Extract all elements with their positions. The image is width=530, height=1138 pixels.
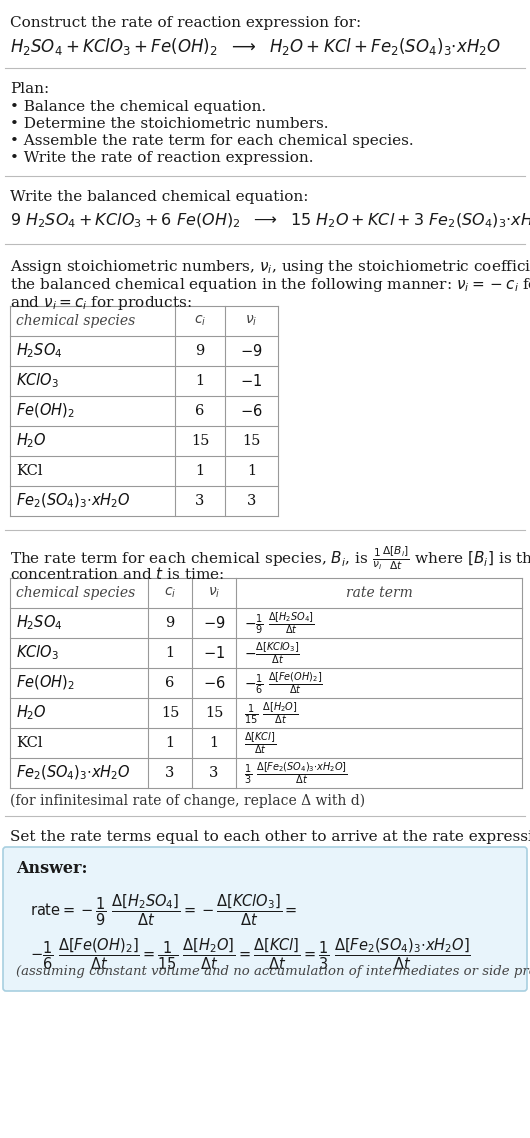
Text: concentration and $t$ is time:: concentration and $t$ is time: — [10, 566, 224, 582]
Text: $\nu_i$: $\nu_i$ — [245, 314, 258, 328]
Text: $H_2SO_4$: $H_2SO_4$ — [16, 341, 63, 361]
Text: $H_2SO_4$: $H_2SO_4$ — [16, 613, 63, 633]
Text: Plan:: Plan: — [10, 82, 49, 96]
Text: (assuming constant volume and no accumulation of intermediates or side products): (assuming constant volume and no accumul… — [16, 965, 530, 978]
Text: $9\ H_2SO_4 + KClO_3 + 6\ Fe(OH)_2\ \ \longrightarrow\ \ 15\ H_2O + KCl + 3\ Fe_: $9\ H_2SO_4 + KClO_3 + 6\ Fe(OH)_2\ \ \l… — [10, 212, 530, 230]
Text: $H_2O$: $H_2O$ — [16, 703, 47, 723]
Text: $\frac{1}{15}\ \frac{\Delta[H_2O]}{\Delta t}$: $\frac{1}{15}\ \frac{\Delta[H_2O]}{\Delt… — [244, 700, 298, 726]
Text: 1: 1 — [209, 736, 218, 750]
Text: Construct the rate of reaction expression for:: Construct the rate of reaction expressio… — [10, 16, 361, 30]
Text: 9: 9 — [165, 616, 174, 630]
Text: 9: 9 — [196, 344, 205, 358]
Text: $-\frac{1}{6}\ \frac{\Delta[Fe(OH)_2]}{\Delta t}$: $-\frac{1}{6}\ \frac{\Delta[Fe(OH)_2]}{\… — [244, 670, 323, 695]
Text: $c_i$: $c_i$ — [164, 586, 176, 600]
Text: 3: 3 — [165, 766, 175, 780]
Text: 3: 3 — [196, 494, 205, 508]
Text: • Balance the chemical equation.: • Balance the chemical equation. — [10, 100, 266, 114]
Text: the balanced chemical equation in the following manner: $\nu_i = -c_i$ for react: the balanced chemical equation in the fo… — [10, 277, 530, 294]
Text: $-1$: $-1$ — [203, 645, 225, 661]
Text: 3: 3 — [247, 494, 256, 508]
Text: $-6$: $-6$ — [202, 675, 225, 691]
Text: (for infinitesimal rate of change, replace Δ with d): (for infinitesimal rate of change, repla… — [10, 794, 365, 808]
Text: $H_2O$: $H_2O$ — [16, 431, 47, 451]
Text: • Determine the stoichiometric numbers.: • Determine the stoichiometric numbers. — [10, 117, 329, 131]
Text: $-6$: $-6$ — [240, 403, 263, 419]
FancyBboxPatch shape — [3, 847, 527, 991]
Text: 15: 15 — [191, 434, 209, 448]
Text: $-1$: $-1$ — [241, 373, 262, 389]
Text: $KClO_3$: $KClO_3$ — [16, 372, 59, 390]
Text: $-9$: $-9$ — [203, 615, 225, 630]
Text: 15: 15 — [205, 706, 223, 720]
Text: $-\frac{\Delta[KClO_3]}{\Delta t}$: $-\frac{\Delta[KClO_3]}{\Delta t}$ — [244, 641, 300, 666]
Text: $c_i$: $c_i$ — [194, 314, 206, 328]
Text: KCl: KCl — [16, 464, 42, 478]
Text: 1: 1 — [196, 374, 205, 388]
Text: Set the rate terms equal to each other to arrive at the rate expression:: Set the rate terms equal to each other t… — [10, 830, 530, 844]
Text: rate term: rate term — [346, 586, 412, 600]
Text: 1: 1 — [165, 646, 174, 660]
Text: and $\nu_i = c_i$ for products:: and $\nu_i = c_i$ for products: — [10, 294, 192, 312]
Text: 15: 15 — [161, 706, 179, 720]
Text: Answer:: Answer: — [16, 860, 87, 877]
Text: The rate term for each chemical species, $B_i$, is $\frac{1}{\nu_i}\frac{\Delta[: The rate term for each chemical species,… — [10, 544, 530, 571]
Text: 1: 1 — [196, 464, 205, 478]
Text: • Write the rate of reaction expression.: • Write the rate of reaction expression. — [10, 151, 314, 165]
Text: $-\frac{1}{9}\ \frac{\Delta[H_2SO_4]}{\Delta t}$: $-\frac{1}{9}\ \frac{\Delta[H_2SO_4]}{\D… — [244, 610, 315, 636]
Text: Write the balanced chemical equation:: Write the balanced chemical equation: — [10, 190, 308, 204]
Text: • Assemble the rate term for each chemical species.: • Assemble the rate term for each chemic… — [10, 134, 413, 148]
Text: 6: 6 — [196, 404, 205, 418]
Text: $Fe_2(SO_4)_3{\cdot}xH_2O$: $Fe_2(SO_4)_3{\cdot}xH_2O$ — [16, 764, 131, 782]
Text: 1: 1 — [247, 464, 256, 478]
Text: $-9$: $-9$ — [240, 343, 263, 358]
Text: $Fe_2(SO_4)_3{\cdot}xH_2O$: $Fe_2(SO_4)_3{\cdot}xH_2O$ — [16, 492, 131, 510]
Text: $\frac{1}{3}\ \frac{\Delta[Fe_2(SO_4)_3{\cdot}xH_2O]}{\Delta t}$: $\frac{1}{3}\ \frac{\Delta[Fe_2(SO_4)_3{… — [244, 760, 348, 786]
Text: $KClO_3$: $KClO_3$ — [16, 644, 59, 662]
Text: 15: 15 — [242, 434, 261, 448]
Text: $H_2SO_4 + KClO_3 + Fe(OH)_2\ \ \longrightarrow\ \ H_2O + KCl + Fe_2(SO_4)_3{\cd: $H_2SO_4 + KClO_3 + Fe(OH)_2\ \ \longrig… — [10, 36, 501, 57]
Text: 1: 1 — [165, 736, 174, 750]
Text: $Fe(OH)_2$: $Fe(OH)_2$ — [16, 402, 75, 420]
Text: chemical species: chemical species — [16, 586, 135, 600]
Text: Assign stoichiometric numbers, $\nu_i$, using the stoichiometric coefficients, $: Assign stoichiometric numbers, $\nu_i$, … — [10, 258, 530, 277]
Text: chemical species: chemical species — [16, 314, 135, 328]
Text: 3: 3 — [209, 766, 219, 780]
Text: KCl: KCl — [16, 736, 42, 750]
Text: $\frac{\Delta[KCl]}{\Delta t}$: $\frac{\Delta[KCl]}{\Delta t}$ — [244, 731, 276, 756]
Text: $\nu_i$: $\nu_i$ — [208, 586, 220, 600]
Text: $\mathrm{rate} = -\dfrac{1}{9}\ \dfrac{\Delta[H_2SO_4]}{\Delta t} = -\dfrac{\Del: $\mathrm{rate} = -\dfrac{1}{9}\ \dfrac{\… — [30, 892, 297, 927]
Text: $Fe(OH)_2$: $Fe(OH)_2$ — [16, 674, 75, 692]
Text: 6: 6 — [165, 676, 175, 690]
Text: $-\dfrac{1}{6}\ \dfrac{\Delta[Fe(OH)_2]}{\Delta t} = \dfrac{1}{15}\ \dfrac{\Delt: $-\dfrac{1}{6}\ \dfrac{\Delta[Fe(OH)_2]}… — [30, 935, 471, 972]
